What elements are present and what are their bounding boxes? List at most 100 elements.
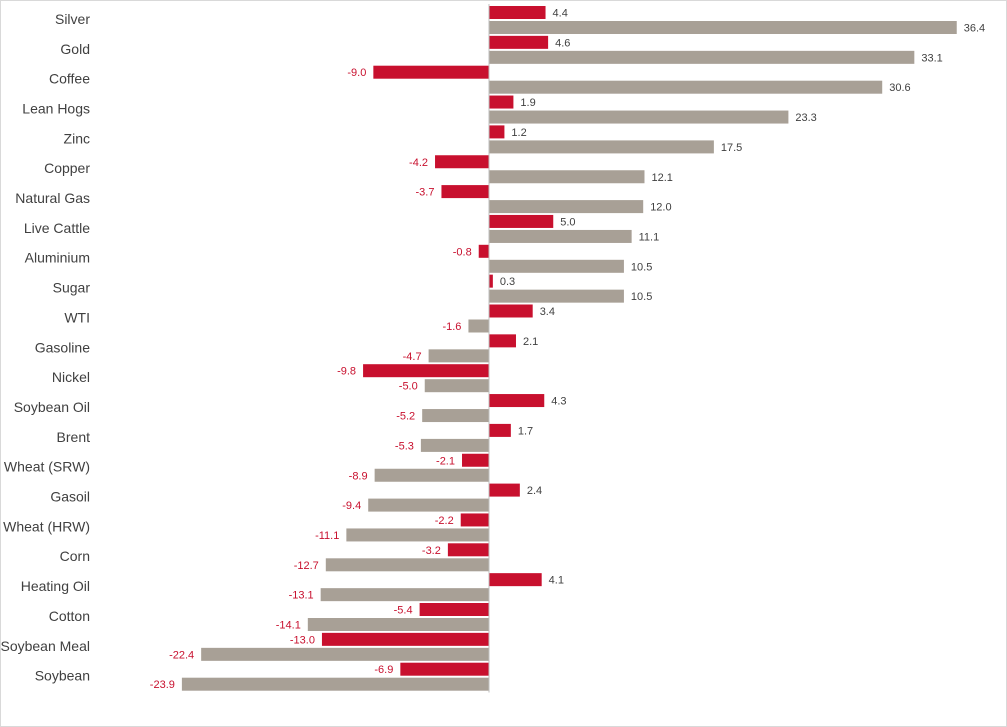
data-label-series2-natural-gas: 12.0 [650, 202, 671, 214]
bar-series2-soybean-oil [422, 409, 489, 423]
data-label-series2-soybean: -23.9 [150, 679, 175, 691]
bar-series1-zinc [489, 125, 505, 139]
bar-series1-lean-hogs [489, 95, 514, 109]
data-label-series2-lean-hogs: 23.3 [795, 112, 816, 124]
bar-series2-gold [489, 50, 915, 64]
bar-series1-wheat-srw [462, 453, 489, 467]
bar-series2-lean-hogs [489, 110, 789, 124]
category-label-lean-hogs: Lean Hogs [22, 100, 90, 116]
data-label-series1-copper: -4.2 [409, 157, 428, 169]
bar-series1-nickel [363, 364, 489, 378]
category-label-copper: Copper [44, 160, 90, 176]
data-label-series1-gasoil: 2.4 [527, 485, 542, 497]
bar-series1-gasoil [489, 483, 520, 497]
bar-series2-brent [420, 438, 489, 452]
data-label-series1-gasoline: 2.1 [523, 336, 538, 348]
category-label-brent: Brent [57, 429, 91, 445]
bar-series2-cotton [307, 618, 489, 631]
category-label-gasoil: Gasoil [50, 489, 90, 505]
data-label-series1-corn: -3.2 [422, 545, 441, 557]
bar-series1-coffee [373, 65, 489, 79]
category-label-soybean-meal: Soybean Meal [0, 638, 90, 654]
bar-series2-silver [489, 21, 957, 34]
category-label-gold: Gold [60, 41, 90, 57]
data-label-series1-nickel: -9.8 [337, 366, 356, 378]
bar-series1-gold [489, 35, 549, 49]
data-label-series2-wheat-hrw: -11.1 [315, 530, 339, 542]
bar-series2-gasoline [428, 349, 489, 363]
data-label-series2-gasoline: -4.7 [403, 351, 422, 363]
data-label-series1-coffee: -9.0 [347, 67, 366, 79]
bar-series2-zinc [489, 140, 714, 154]
bar-series1-cotton [419, 603, 489, 616]
bar-series1-live-cattle [489, 214, 554, 228]
bar-series1-corn [447, 543, 489, 557]
category-label-soybean: Soybean [35, 668, 90, 684]
data-label-series1-aluminium: -0.8 [453, 246, 472, 258]
data-label-series2-heating-oil: -13.1 [289, 590, 314, 602]
data-label-series1-heating-oil: 4.1 [549, 575, 564, 587]
data-label-series2-gold: 33.1 [921, 52, 942, 64]
data-label-series1-sugar: 0.3 [500, 276, 515, 288]
data-label-series1-zinc: 1.2 [511, 127, 526, 139]
category-label-nickel: Nickel [52, 369, 90, 385]
data-label-series1-wheat-hrw: -2.2 [435, 515, 454, 527]
bar-series2-live-cattle [489, 229, 632, 243]
bar-series2-nickel [424, 379, 489, 393]
bar-series1-wti [489, 304, 533, 318]
category-label-wheat-hrw: Wheat (HRW) [3, 518, 90, 534]
category-label-sugar: Sugar [53, 280, 91, 296]
category-label-live-cattle: Live Cattle [24, 220, 90, 236]
bar-series2-soybean [181, 677, 489, 691]
data-label-series1-wti: 3.4 [540, 306, 555, 318]
data-label-series1-brent: 1.7 [518, 425, 533, 437]
data-label-series2-gasoil: -9.4 [342, 500, 361, 512]
data-label-series2-wti: -1.6 [442, 321, 461, 333]
data-label-series2-soybean-meal: -22.4 [169, 649, 194, 661]
data-label-series2-silver: 36.4 [964, 23, 985, 35]
category-label-heating-oil: Heating Oil [21, 578, 90, 594]
bar-series1-soybean-meal [321, 632, 489, 646]
bar-series2-aluminium [489, 259, 624, 273]
data-label-series2-soybean-oil: -5.2 [396, 411, 415, 423]
data-label-series1-soybean-meal: -13.0 [290, 634, 315, 646]
data-label-series2-cotton: -14.1 [276, 620, 301, 632]
bar-series1-soybean [400, 662, 489, 676]
bar-series1-soybean-oil [489, 394, 545, 408]
category-label-silver: Silver [55, 11, 90, 27]
bar-series2-wheat-srw [374, 468, 489, 482]
category-label-wti: WTI [64, 309, 90, 325]
bar-series2-sugar [489, 289, 624, 303]
category-label-aluminium: Aluminium [25, 250, 90, 266]
bar-series2-soybean-meal [201, 647, 489, 661]
data-label-series2-nickel: -5.0 [399, 381, 418, 393]
bar-series2-coffee [489, 80, 883, 94]
data-label-series2-copper: 12.1 [651, 172, 672, 184]
bar-series2-natural-gas [489, 200, 644, 214]
data-label-series1-silver: 4.4 [553, 8, 568, 20]
bar-series1-natural-gas [441, 185, 489, 199]
data-label-series2-brent: -5.3 [395, 440, 414, 452]
bar-series2-wheat-hrw [346, 528, 489, 542]
category-label-corn: Corn [60, 548, 90, 564]
bar-series1-sugar [489, 274, 493, 288]
data-label-series1-live-cattle: 5.0 [560, 216, 575, 228]
data-label-series1-soybean-oil: 4.3 [551, 396, 566, 408]
bar-series2-heating-oil [320, 588, 489, 602]
data-label-series1-natural-gas: -3.7 [415, 187, 434, 199]
category-label-zinc: Zinc [64, 130, 90, 146]
data-label-series1-gold: 4.6 [555, 37, 570, 49]
data-label-series1-lean-hogs: 1.9 [520, 97, 535, 109]
data-label-series1-wheat-srw: -2.1 [436, 455, 455, 467]
category-label-natural-gas: Natural Gas [15, 190, 90, 206]
data-label-series2-zinc: 17.5 [721, 142, 742, 154]
bar-series1-heating-oil [489, 573, 542, 587]
bar-series2-corn [325, 558, 489, 572]
data-label-series2-coffee: 30.6 [889, 82, 910, 94]
bar-series1-copper [435, 155, 489, 169]
bar-series2-wti [468, 319, 489, 333]
bar-series1-aluminium [478, 244, 489, 258]
data-label-series1-cotton: -5.4 [394, 605, 413, 617]
bar-series1-wheat-hrw [460, 513, 489, 527]
